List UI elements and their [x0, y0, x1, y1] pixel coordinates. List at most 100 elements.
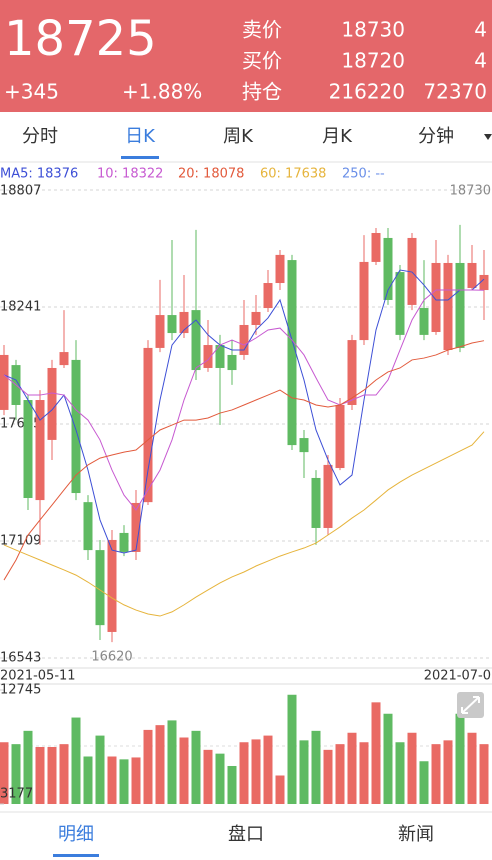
volume-bar: [263, 735, 273, 804]
candle-body: [371, 232, 381, 262]
quote-price: 18730: [341, 18, 405, 42]
candle-body: [431, 262, 441, 333]
volume-bar: [83, 756, 93, 804]
candle-body: [203, 345, 213, 368]
candle-body: [119, 532, 129, 552]
volume-bar: [371, 702, 381, 804]
volume-bar: [191, 730, 201, 804]
volume-bar: [383, 713, 393, 804]
tab[interactable]: 新闻: [398, 824, 434, 845]
volume-bar: [287, 694, 297, 804]
date-label: 2021-07-0: [424, 669, 491, 684]
candle-body: [263, 283, 273, 309]
volume-bar: [347, 732, 357, 804]
volume-bar: [455, 713, 465, 804]
volume-bar: [431, 744, 441, 804]
quote-price: 18720: [341, 49, 405, 73]
volume-bar: [215, 753, 225, 804]
candle-body: [395, 272, 405, 335]
candle-body: [143, 347, 153, 503]
volume-bar: [155, 725, 165, 804]
candle-body: [215, 345, 225, 368]
min-price-label: 16620: [91, 650, 132, 665]
candle-body: [239, 324, 249, 355]
candle-body: [191, 310, 201, 371]
candle-body: [0, 354, 9, 410]
max-price-label: 18730: [450, 184, 491, 199]
candle-body: [467, 262, 477, 288]
volume-bar: [443, 740, 453, 804]
date-label: 2021-05-11: [0, 669, 76, 684]
volume-chart: 12745 3177: [0, 683, 489, 805]
tab[interactable]: 分钟: [418, 126, 454, 147]
candle-body: [23, 400, 33, 499]
tab[interactable]: 月K: [322, 126, 353, 147]
tab[interactable]: 日K: [125, 126, 156, 147]
volume-bar: [251, 739, 261, 804]
quote-header: [0, 0, 492, 112]
quote-label: 买价: [242, 49, 282, 73]
expand-button[interactable]: [457, 692, 484, 718]
candle-body: [83, 502, 93, 551]
last-price: 18725: [4, 11, 157, 67]
y-tick-label: 17109: [0, 534, 41, 549]
quote-price: 216220: [329, 80, 405, 104]
volume-bar: [11, 744, 21, 804]
legend-entry: MA5: 18376: [0, 167, 78, 182]
volume-bar: [23, 730, 33, 804]
volume-bar: [479, 744, 489, 804]
candle-body: [407, 237, 417, 305]
tab[interactable]: 分时: [22, 126, 58, 147]
quote-qty: 4: [474, 49, 487, 73]
candle-body: [311, 477, 321, 528]
candle-body: [347, 340, 357, 405]
quote-qty: 4: [474, 18, 487, 42]
tab[interactable]: 周K: [223, 126, 254, 147]
quote-label: 持仓: [242, 80, 282, 104]
tab[interactable]: 盘口: [228, 824, 264, 845]
quote-table: 卖价 18730 4 买价 18720 4 持仓 216220 72370: [242, 18, 487, 104]
y-tick-label: 16543: [0, 651, 41, 666]
volume-bar: [467, 732, 477, 804]
y-tick-label: 3177: [0, 787, 33, 802]
volume-bar: [419, 761, 429, 804]
volume-bar: [407, 732, 417, 804]
volume-bar: [119, 759, 129, 804]
volume-bar: [299, 740, 309, 804]
quote-qty: 72370: [423, 80, 487, 104]
candle-body: [299, 438, 309, 453]
y-tick-label: 18807: [0, 184, 41, 199]
candle-body: [47, 367, 57, 440]
volume-bar: [71, 717, 81, 804]
tab-underline: [121, 156, 159, 159]
candle-body: [251, 311, 261, 325]
volume-bar: [227, 765, 237, 804]
tab[interactable]: 明细: [58, 824, 94, 845]
change: +345: [4, 80, 59, 104]
dropdown-arrow[interactable]: [484, 134, 492, 140]
candle-body: [179, 311, 189, 334]
tab-bar: [0, 112, 492, 162]
quote-label: 卖价: [242, 18, 282, 42]
ma-line: [3, 289, 485, 511]
volume-bar: [311, 730, 321, 804]
candle-body: [275, 254, 285, 284]
candle-body: [419, 308, 429, 335]
change-pct: +1.88%: [122, 80, 202, 104]
volume-bar: [203, 749, 213, 804]
volume-bar: [143, 729, 153, 804]
candle-body: [71, 359, 81, 494]
volume-bar: [47, 747, 57, 804]
candle-body: [335, 404, 345, 469]
volume-bar: [35, 747, 45, 804]
candle-body: [107, 539, 117, 632]
volume-bar: [395, 742, 405, 804]
volume-bar: [95, 735, 105, 804]
candle-body: [59, 352, 69, 366]
legend-entry: 60: 17638: [260, 167, 326, 182]
ma-line: [3, 269, 485, 554]
ma-legend: MA5: 18376 10: 18322 20: 18078 60: 17638 250…: [0, 167, 385, 182]
candle-body: [359, 261, 369, 341]
